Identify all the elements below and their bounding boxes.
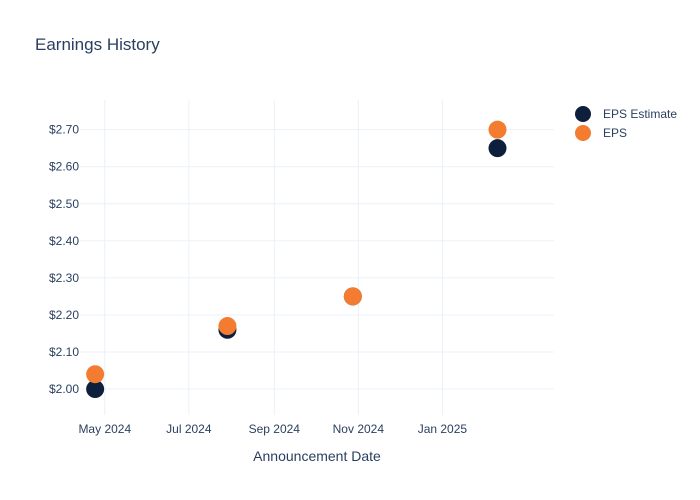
x-tick-label: Nov 2024 bbox=[333, 422, 385, 436]
x-axis-title: Announcement Date bbox=[253, 448, 381, 464]
y-tick-label: $2.00 bbox=[49, 382, 79, 396]
x-tick-label: May 2024 bbox=[78, 422, 131, 436]
legend-label: EPS bbox=[603, 126, 627, 140]
grid-lines bbox=[80, 100, 554, 415]
legend-marker bbox=[575, 125, 591, 141]
legend[interactable]: EPS Estimate EPS bbox=[575, 106, 677, 141]
y-tick-label: $2.10 bbox=[49, 345, 79, 359]
legend-item[interactable]: EPS Estimate bbox=[575, 106, 677, 122]
x-axis-ticks: May 2024 Jul 2024 Sep 2024 Nov 2024 Jan 2025 bbox=[78, 422, 467, 436]
data-point[interactable] bbox=[488, 120, 507, 139]
legend-marker bbox=[575, 106, 591, 122]
y-tick-label: $2.20 bbox=[49, 308, 79, 322]
series-eps-estimate bbox=[86, 139, 507, 399]
x-tick-label: Jul 2024 bbox=[166, 422, 212, 436]
x-tick-label: Jan 2025 bbox=[418, 422, 468, 436]
data-point[interactable] bbox=[86, 380, 105, 399]
y-tick-label: $2.60 bbox=[49, 160, 79, 174]
y-tick-label: $2.70 bbox=[49, 123, 79, 137]
legend-item[interactable]: EPS bbox=[575, 125, 627, 141]
y-tick-label: $2.40 bbox=[49, 234, 79, 248]
data-points bbox=[86, 120, 507, 399]
y-tick-label: $2.30 bbox=[49, 271, 79, 285]
data-point[interactable] bbox=[86, 365, 105, 384]
x-tick-label: Sep 2024 bbox=[249, 422, 301, 436]
legend-label: EPS Estimate bbox=[603, 107, 677, 121]
y-tick-label: $2.50 bbox=[49, 197, 79, 211]
y-axis-ticks: $2.00 $2.10 $2.20 $2.30 $2.40 $2.50 $2.60 $2.70 bbox=[49, 123, 79, 396]
data-point[interactable] bbox=[343, 287, 362, 306]
series-eps bbox=[86, 120, 507, 384]
data-point[interactable] bbox=[488, 139, 507, 158]
data-point[interactable] bbox=[218, 317, 237, 336]
chart-title: Earnings History bbox=[35, 35, 160, 54]
